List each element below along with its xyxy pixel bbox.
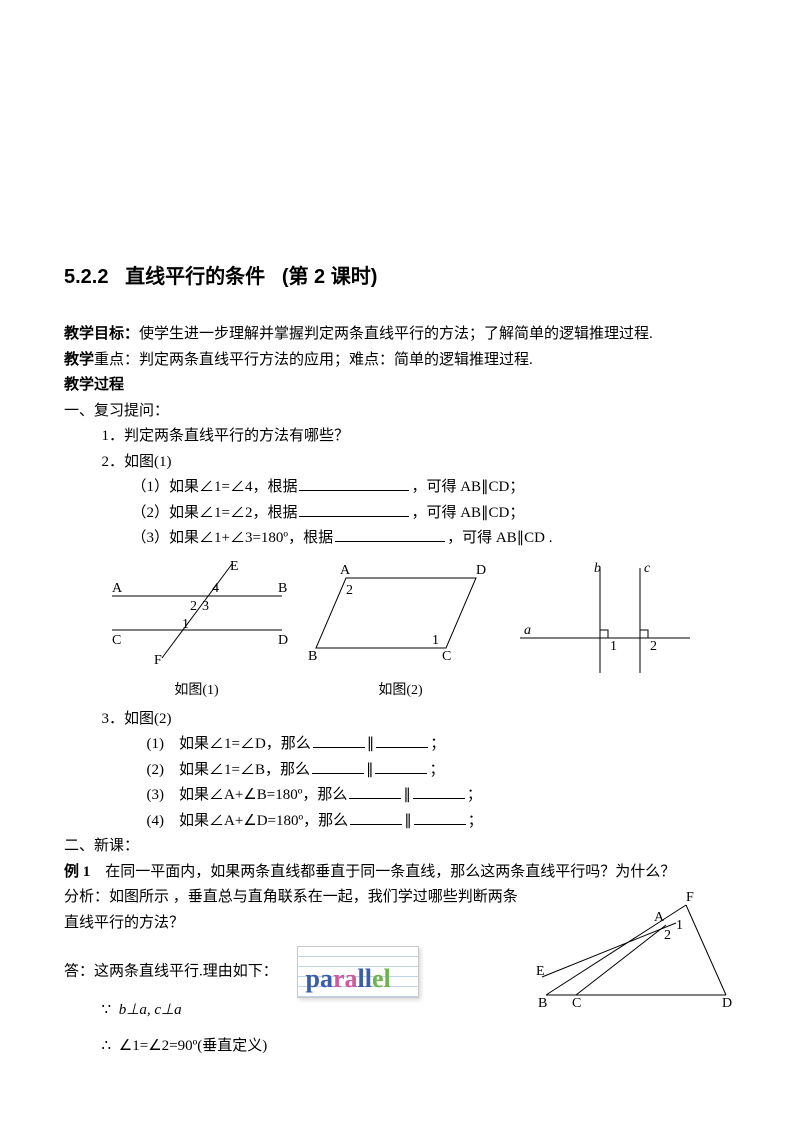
focus-label: 教学 (64, 352, 94, 368)
svg-text:3: 3 (202, 599, 209, 614)
svg-text:2: 2 (346, 583, 353, 598)
page-title: 5.2.2 直线平行的条件 (第 2 课时) (64, 260, 736, 294)
q2-2: （2）如果∠1=∠2，根据，可得 AB∥CD； (64, 501, 736, 527)
section-1: 一、复习提问： (64, 399, 736, 425)
svg-text:D: D (278, 633, 288, 648)
goal-label: 教学目标： (64, 326, 139, 342)
svg-text:C: C (572, 996, 581, 1011)
figure-1-caption: 如图(1) (102, 679, 292, 703)
title-sub: (第 2 课时) (282, 266, 378, 288)
parallel-card: parallel (297, 946, 419, 998)
q2: 2．如图(1) (64, 450, 736, 476)
figure-2: A D B C 2 1 如图(2) (306, 558, 496, 703)
svg-text:a: a (524, 623, 531, 638)
teaching-focus: 教学重点：判定两条直线平行方法的应用；难点：简单的逻辑推理过程. (64, 348, 736, 374)
figure-2-caption: 如图(2) (306, 679, 496, 703)
svg-text:D: D (722, 996, 732, 1011)
figure-1: A B C D E F 2 3 4 1 如图(1) (102, 558, 292, 703)
svg-text:2: 2 (190, 599, 197, 614)
blank (375, 758, 427, 774)
ex1: 例 1 在同一平面内，如果两条直线都垂直于同一条直线，那么这两条直线平行吗？为什… (64, 860, 736, 886)
svg-text:B: B (278, 581, 287, 596)
figure-row: A B C D E F 2 3 4 1 如图(1) A D B C 2 (102, 558, 737, 703)
q3-2: (2) 如果∠1=∠B，那么∥； (64, 758, 736, 784)
goal-text: 使学生进一步理解并掌握判定两条直线平行的方法；了解简单的逻辑推理过程. (139, 326, 653, 342)
svg-text:E: E (536, 964, 545, 979)
svg-text:B: B (538, 996, 547, 1011)
title-number: 5.2.2 (64, 266, 108, 288)
svg-text:F: F (154, 653, 162, 668)
title-main: 直线平行的条件 (125, 266, 265, 288)
svg-text:D: D (476, 563, 486, 578)
svg-text:c: c (644, 561, 651, 576)
q3-4: (4) 如果∠A+∠D=180º，那么∥； (64, 809, 736, 835)
svg-text:1: 1 (610, 639, 617, 654)
svg-text:E: E (230, 559, 239, 574)
svg-text:F: F (686, 890, 694, 905)
therefore-line: ∠1=∠2=90º(垂直定义) (64, 1034, 736, 1060)
blank (299, 475, 409, 491)
svg-text:A: A (112, 581, 123, 596)
blank (376, 732, 428, 748)
figure-3: a b c 1 2 (510, 558, 700, 688)
figure-4: B C D F A E 1 2 (536, 885, 736, 1025)
svg-text:2: 2 (664, 928, 671, 943)
svg-text:1: 1 (182, 617, 189, 632)
svg-text:B: B (308, 649, 317, 664)
blank (335, 526, 445, 542)
q3: 3．如图(2) (64, 707, 736, 733)
ex1-text: 在同一平面内，如果两条直线都垂直于同一条直线，那么这两条直线平行吗？为什么？ (90, 864, 675, 880)
svg-text:4: 4 (212, 581, 219, 596)
q2-1: （1）如果∠1=∠4，根据，可得 AB∥CD； (64, 475, 736, 501)
section-2: 二、新课： (64, 834, 736, 860)
svg-text:A: A (654, 910, 665, 925)
blank (350, 809, 402, 825)
ex1-label: 例 1 (64, 864, 90, 880)
focus-text: 重点：判定两条直线平行方法的应用；难点：简单的逻辑推理过程. (94, 352, 533, 368)
q2-3: （3）如果∠1+∠3=180º，根据，可得 AB∥CD . (64, 526, 736, 552)
svg-text:C: C (112, 633, 121, 648)
blank (349, 783, 401, 799)
blank (299, 501, 409, 517)
svg-text:1: 1 (676, 918, 683, 933)
q1: 1．判定两条直线平行的方法有哪些？ (64, 424, 736, 450)
process-label: 教学过程 (64, 373, 736, 399)
svg-text:1: 1 (432, 633, 439, 648)
svg-text:A: A (340, 563, 351, 578)
blank (414, 809, 466, 825)
svg-text:b: b (594, 561, 601, 576)
svg-text:C: C (442, 649, 451, 664)
q3-1: (1) 如果∠1=∠D，那么∥； (64, 732, 736, 758)
q3-3: (3) 如果∠A+∠B=180º，那么∥； (64, 783, 736, 809)
blank (312, 758, 364, 774)
teaching-goal: 教学目标：使学生进一步理解并掌握判定两条直线平行的方法；了解简单的逻辑推理过程. (64, 322, 736, 348)
svg-text:2: 2 (650, 639, 657, 654)
blank (413, 783, 465, 799)
blank (313, 732, 365, 748)
